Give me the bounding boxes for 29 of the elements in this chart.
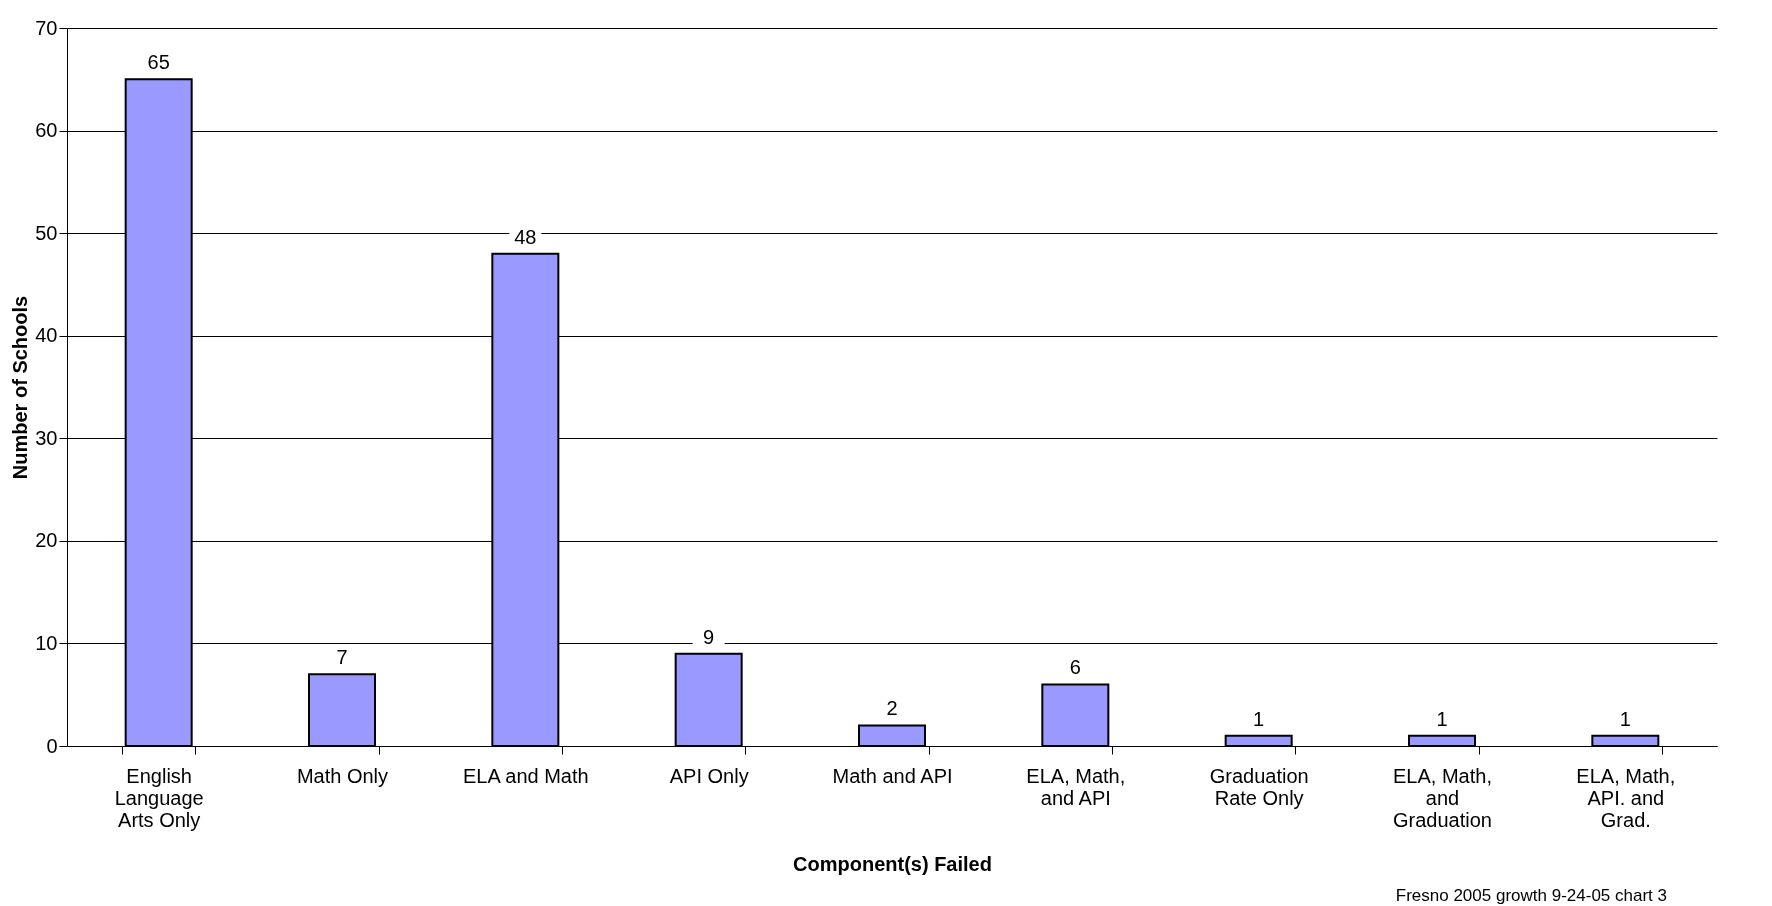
x-tick-label: Math Only	[296, 764, 389, 787]
x-tick-label: English Language Arts Only	[114, 764, 204, 831]
x-tick-label: API Only	[669, 764, 749, 787]
data-label: 65	[147, 51, 170, 74]
data-label: 6	[1069, 656, 1081, 679]
text: Fresno 2005 growth 9-24-05 chart 3	[1395, 886, 1667, 905]
y-tick-label: 20	[35, 529, 58, 552]
y-axis-title: Number of Schools	[9, 295, 32, 480]
y-tick-label: 10	[35, 631, 58, 654]
data-label: 7	[336, 646, 348, 669]
data-label: 48	[514, 225, 537, 248]
x-tick-label: ELA, Math, API. and Grad.	[1576, 764, 1676, 831]
x-tick-label: Graduation Rate Only	[1209, 764, 1309, 809]
data-label: 9	[703, 625, 715, 648]
x-tick-label: ELA, Math, and API	[1026, 764, 1126, 809]
y-tick-label: 30	[35, 426, 58, 449]
y-tick-label: 0	[46, 734, 58, 757]
data-label: 2	[886, 697, 898, 720]
x-axis-title: Component(s) Failed	[793, 852, 992, 875]
x-tick-label: ELA and Math	[463, 764, 589, 787]
y-tick-label: 50	[35, 221, 58, 244]
data-label: 1	[1619, 707, 1631, 730]
x-tick-label: ELA, Math, and Graduation	[1393, 764, 1492, 831]
y-tick-label: 40	[35, 324, 58, 347]
y-tick-label: 70	[35, 16, 58, 39]
data-label: 1	[1253, 707, 1265, 730]
y-tick-label: 60	[35, 119, 58, 142]
data-label: 1	[1436, 707, 1448, 730]
x-tick-label: Math and API	[832, 764, 953, 787]
